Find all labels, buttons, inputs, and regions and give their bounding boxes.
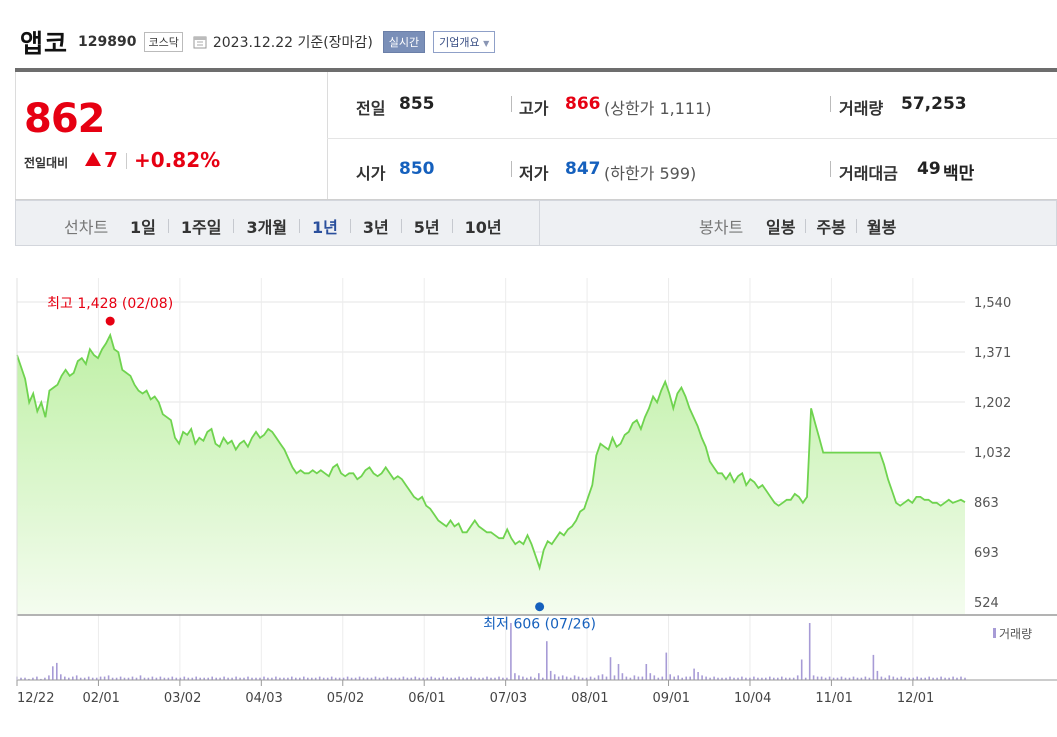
prev-close-label: 전일: [356, 99, 386, 118]
divider: [400, 219, 402, 233]
candle-chart-label: 봉차트: [699, 218, 744, 237]
divider: [299, 219, 301, 233]
line-period-list: 1일 1주일 3개월 1년 3년 5년 10년: [130, 214, 502, 238]
row-divider: [327, 138, 1057, 139]
divider: [349, 219, 351, 233]
y-tick-label: 1,540: [974, 296, 1011, 311]
realtime-button[interactable]: 실시간: [382, 31, 426, 53]
min-marker: [535, 602, 545, 612]
period-1w[interactable]: 1주일: [180, 218, 222, 237]
price-panel: [15, 72, 328, 199]
upper-limit: (상한가 1,111): [604, 99, 712, 118]
y-tick-label: 863: [974, 496, 999, 511]
x-tick-label: 12/01: [897, 691, 934, 706]
period-toolbar: [15, 200, 1057, 246]
x-tick-label: 03/02: [164, 691, 201, 706]
candle-daily[interactable]: 일봉: [766, 218, 796, 237]
y-tick-label: 524: [974, 596, 999, 611]
divider: [233, 219, 235, 233]
market-badge: 코스닥: [144, 32, 183, 52]
high-value: 866: [565, 94, 601, 114]
divider: [511, 96, 512, 112]
divider: [830, 161, 831, 177]
company-overview-button[interactable]: 기업개요 ▼: [433, 31, 496, 53]
low-value: 847: [565, 159, 601, 179]
compare-label: 전일대비: [24, 156, 69, 170]
max-annotation: 최고 1,428 (02/08): [47, 296, 173, 312]
change-value: 7: [104, 148, 118, 172]
open-label: 시가: [356, 164, 386, 183]
low-label: 저가: [519, 164, 549, 183]
trade-value-unit: 백만: [943, 164, 975, 184]
volume-legend-swatch: [993, 628, 996, 638]
lower-limit: (하한가 599): [604, 164, 697, 183]
up-triangle-icon: [85, 152, 101, 166]
chart-annotations: 최고 1,428 (02/08) 최저 606 (07/26): [47, 296, 596, 633]
candle-weekly[interactable]: 주봉: [816, 218, 846, 237]
high-label: 고가: [519, 99, 549, 118]
candle-monthly[interactable]: 월봉: [866, 218, 897, 237]
period-3m[interactable]: 3개월: [246, 218, 288, 237]
chart-axes: 1,540 1,371 1,202 1,032 863 693 524 12/22 02/01 0…: [16, 278, 1057, 706]
change-percent: +0.82%: [134, 148, 221, 172]
divider: [167, 219, 169, 233]
chevron-down-icon: ▼: [483, 39, 490, 48]
volume-value: 57,253: [901, 94, 967, 114]
trade-value: 49: [917, 159, 941, 179]
period-10y[interactable]: 10년: [464, 218, 502, 237]
x-tick-label: 04/03: [245, 691, 282, 706]
top-divider: [15, 68, 1057, 72]
y-tick-label: 1,032: [974, 446, 1011, 461]
divider: [805, 219, 807, 233]
volume-legend-label: 거래량: [999, 627, 1032, 641]
y-tick-label: 693: [974, 546, 999, 561]
quote-box: [15, 72, 1057, 200]
calendar-icon: [193, 36, 207, 49]
line-chart-label: 선차트: [64, 218, 109, 237]
price-area: [16, 332, 966, 614]
stock-name: 앱코: [20, 29, 69, 58]
volume-label: 거래량: [839, 99, 884, 118]
company-overview-label: 기업개요: [439, 36, 480, 49]
divider: [855, 219, 857, 233]
stock-code: 129890: [78, 34, 137, 50]
period-1y[interactable]: 1년: [312, 218, 338, 237]
price-chart: 거래량 1,540 1,371 1,202 1,032 863 693 524 12/22 02…: [16, 278, 1057, 706]
x-tick-label: 06/01: [408, 691, 445, 706]
x-tick-label: 05/02: [327, 691, 364, 706]
current-price: 862: [24, 96, 105, 142]
base-date: 2023.12.22 기준(장마감): [212, 35, 373, 51]
min-annotation: 최저 606 (07/26): [483, 617, 596, 633]
period-3y[interactable]: 3년: [362, 218, 389, 237]
x-tick-label: 09/01: [653, 691, 690, 706]
divider: [126, 153, 127, 169]
x-tick-label: 12/22: [17, 691, 54, 706]
y-tick-label: 1,371: [974, 346, 1011, 361]
x-tick-label: 11/01: [815, 691, 852, 706]
period-1d[interactable]: 1일: [130, 218, 156, 237]
divider: [830, 96, 831, 112]
trade-value-label: 거래대금: [839, 164, 898, 183]
period-5y[interactable]: 5년: [413, 218, 440, 237]
x-tick-label: 02/01: [82, 691, 119, 706]
max-marker: [105, 316, 115, 326]
x-tick-label: 07/03: [490, 691, 527, 706]
divider: [511, 161, 512, 177]
price-area-fill: [17, 335, 965, 614]
y-tick-label: 1,202: [974, 396, 1011, 411]
stock-header: 앱코 129890 코스닥 2023.12.22 기준(장마감) 실시간 기업개…: [20, 22, 496, 62]
divider: [451, 219, 453, 233]
price-line: [16, 332, 966, 571]
prev-close-value: 855: [399, 94, 435, 114]
x-tick-label: 10/04: [734, 691, 771, 706]
open-value: 850: [399, 159, 435, 179]
candle-period-list: 일봉 주봉 월봉: [766, 214, 896, 238]
toolbar-divider: [539, 200, 540, 246]
x-tick-label: 08/01: [571, 691, 608, 706]
